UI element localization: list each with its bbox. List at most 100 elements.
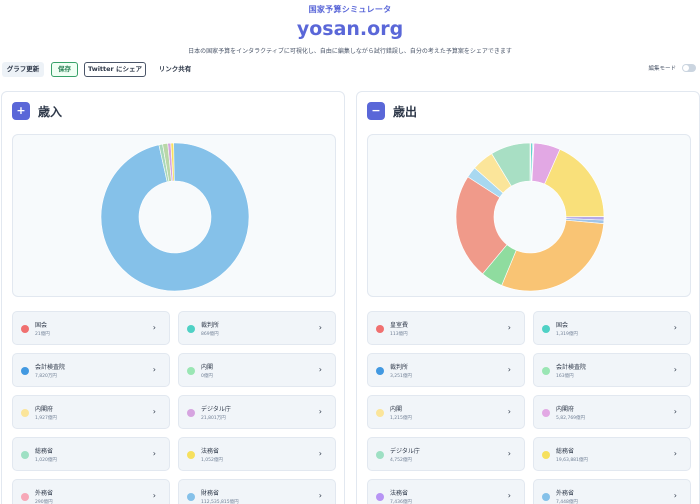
- item-name: 会計検査院: [556, 364, 587, 371]
- chevron-right-icon[interactable]: ›: [673, 365, 677, 374]
- list-item[interactable]: 財務省 112,535,815億円 ›: [178, 479, 336, 504]
- donut-slice[interactable]: [501, 219, 605, 292]
- chevron-right-icon[interactable]: ›: [318, 407, 322, 416]
- chevron-right-icon[interactable]: ›: [673, 323, 677, 332]
- item-name: 総務省: [556, 448, 575, 455]
- list-item[interactable]: 内閣 0億円 ›: [178, 353, 336, 387]
- color-dot: [376, 325, 384, 333]
- chevron-right-icon[interactable]: ›: [673, 491, 677, 500]
- chevron-right-icon[interactable]: ›: [318, 365, 322, 374]
- chevron-right-icon[interactable]: ›: [507, 323, 511, 332]
- item-name: 国会: [556, 322, 569, 329]
- list-item[interactable]: 会計検査院 163億円 ›: [533, 353, 691, 387]
- color-dot: [187, 409, 195, 417]
- update-graph-button[interactable]: グラフ更新: [2, 62, 44, 77]
- chevron-right-icon[interactable]: ›: [318, 449, 322, 458]
- twitter-share-button[interactable]: Twitter にシェア: [84, 62, 146, 77]
- save-button[interactable]: 保存: [51, 62, 78, 77]
- color-dot: [187, 451, 195, 459]
- item-name: 国会: [35, 322, 48, 329]
- color-dot: [376, 409, 384, 417]
- list-item[interactable]: 裁判所 3,251億円 ›: [367, 353, 525, 387]
- expenditure-chart: [367, 134, 691, 297]
- item-amount: 7,820万円: [35, 374, 57, 379]
- list-item[interactable]: 外務省 7,448億円 ›: [533, 479, 691, 504]
- item-name: 財務省: [201, 490, 220, 497]
- color-dot: [21, 451, 29, 459]
- chevron-right-icon[interactable]: ›: [152, 449, 156, 458]
- color-dot: [187, 367, 195, 375]
- donut-slice[interactable]: [162, 143, 172, 182]
- chevron-right-icon[interactable]: ›: [507, 491, 511, 500]
- list-item[interactable]: 内閣府 1,927億円 ›: [12, 395, 170, 429]
- list-item[interactable]: デジタル庁 21,801万円 ›: [178, 395, 336, 429]
- chevron-right-icon[interactable]: ›: [507, 449, 511, 458]
- revenue-donut-chart: [100, 142, 250, 292]
- item-amount: 3,251億円: [390, 374, 412, 379]
- list-item[interactable]: デジタル庁 4,752億円 ›: [367, 437, 525, 471]
- toggle-knob: [683, 65, 689, 71]
- list-item[interactable]: 国会 1,319億円 ›: [533, 311, 691, 345]
- chevron-right-icon[interactable]: ›: [673, 449, 677, 458]
- item-amount: 1,215億円: [390, 416, 412, 421]
- list-item[interactable]: 総務省 1,020億円 ›: [12, 437, 170, 471]
- color-dot: [542, 409, 550, 417]
- item-name: 総務省: [35, 448, 54, 455]
- list-item[interactable]: 内閣 1,215億円 ›: [367, 395, 525, 429]
- list-item[interactable]: 外務省 290億円 ›: [12, 479, 170, 504]
- item-amount: 290億円: [35, 500, 53, 504]
- edit-mode-control: 編集モード: [648, 64, 696, 72]
- minus-icon[interactable]: −: [367, 102, 385, 120]
- color-dot: [376, 451, 384, 459]
- list-item[interactable]: 国会 21億円 ›: [12, 311, 170, 345]
- color-dot: [542, 367, 550, 375]
- expenditure-donut-chart: [455, 142, 605, 292]
- donut-slice[interactable]: [100, 142, 250, 292]
- revenue-chart: [12, 134, 336, 297]
- list-item[interactable]: 法務省 1,052億円 ›: [178, 437, 336, 471]
- color-dot: [187, 325, 195, 333]
- list-item[interactable]: 法務省 7,436億円 ›: [367, 479, 525, 504]
- chevron-right-icon[interactable]: ›: [152, 365, 156, 374]
- item-amount: 5,82,769億円: [556, 416, 586, 421]
- item-amount: 7,448億円: [556, 500, 578, 504]
- color-dot: [21, 367, 29, 375]
- chevron-right-icon[interactable]: ›: [507, 365, 511, 374]
- item-name: 法務省: [390, 490, 409, 497]
- item-name: 法務省: [201, 448, 220, 455]
- chevron-right-icon[interactable]: ›: [152, 323, 156, 332]
- list-item[interactable]: 裁判所 869億円 ›: [178, 311, 336, 345]
- item-amount: 113億円: [390, 332, 408, 337]
- plus-icon[interactable]: +: [12, 102, 30, 120]
- chevron-right-icon[interactable]: ›: [318, 323, 322, 332]
- item-amount: 869億円: [201, 332, 219, 337]
- item-name: 内閣: [201, 364, 214, 371]
- edit-mode-toggle[interactable]: [682, 64, 696, 72]
- item-amount: 4,752億円: [390, 458, 412, 463]
- item-amount: 112,535,815億円: [201, 500, 239, 504]
- share-link-button[interactable]: リンク共有: [152, 62, 198, 77]
- color-dot: [542, 451, 550, 459]
- site-title[interactable]: yosan.org: [296, 18, 404, 40]
- list-item[interactable]: 総務省 19,63,881億円 ›: [533, 437, 691, 471]
- chevron-right-icon[interactable]: ›: [152, 407, 156, 416]
- edit-mode-label: 編集モード: [648, 66, 676, 72]
- revenue-header: + 歳入: [12, 102, 62, 120]
- donut-slice[interactable]: [491, 142, 531, 187]
- page-header: 国家予算シミュレータ yosan.org 日本の国家予算をインタラクティブに可視…: [0, 0, 700, 55]
- list-item[interactable]: 会計検査院 7,820万円 ›: [12, 353, 170, 387]
- item-amount: 1,319億円: [556, 332, 578, 337]
- chevron-right-icon[interactable]: ›: [318, 491, 322, 500]
- site-tagline: 日本の国家予算をインタラクティブに可視化し、自由に編集しながら試行錯誤し、自分の…: [188, 48, 512, 55]
- color-dot: [376, 367, 384, 375]
- chevron-right-icon[interactable]: ›: [152, 491, 156, 500]
- list-item[interactable]: 皇室費 113億円 ›: [367, 311, 525, 345]
- color-dot: [21, 493, 29, 501]
- chevron-right-icon[interactable]: ›: [507, 407, 511, 416]
- chevron-right-icon[interactable]: ›: [673, 407, 677, 416]
- list-item[interactable]: 内閣府 5,82,769億円 ›: [533, 395, 691, 429]
- item-amount: 19,63,881億円: [556, 458, 588, 463]
- item-name: 会計検査院: [35, 364, 66, 371]
- item-amount: 1,927億円: [35, 416, 57, 421]
- color-dot: [21, 409, 29, 417]
